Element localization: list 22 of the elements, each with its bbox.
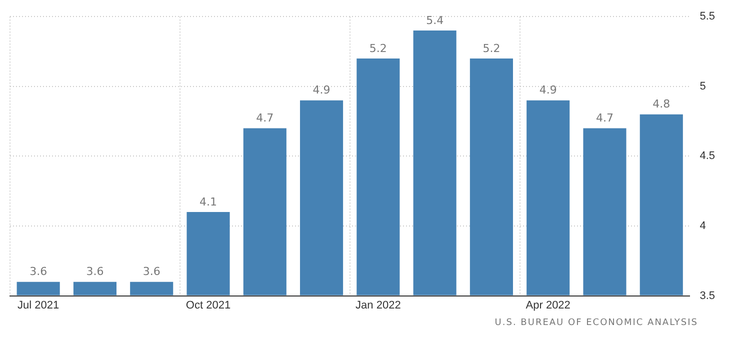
data-label: 3.6	[30, 265, 48, 278]
text: U.S. BUREAU OF ECONOMIC ANALYSIS	[494, 318, 698, 328]
y-tick-label: 5.5	[700, 10, 716, 23]
y-tick-label: 4.5	[700, 150, 716, 162]
data-label: 3.6	[86, 265, 104, 278]
x-tick-label: Jan 2022	[356, 299, 401, 312]
y-tick-label: 4	[700, 220, 706, 232]
data-label: 4.7	[256, 112, 274, 125]
data-label: 4.9	[312, 84, 330, 97]
data-label: 4.7	[596, 112, 614, 125]
data-label: 4.8	[652, 98, 670, 111]
x-tick-label: Oct 2021	[186, 299, 231, 312]
data-label: 5.2	[369, 42, 387, 55]
x-tick-label: Jul 2021	[18, 299, 60, 312]
y-tick-label: 5	[700, 80, 706, 92]
data-label: 5.2	[482, 42, 500, 55]
data-label: 5.4	[426, 14, 444, 27]
data-label: 4.9	[539, 84, 557, 97]
y-tick-label: 3.5	[700, 290, 716, 302]
data-label: 3.6	[142, 265, 160, 278]
x-tick-label: Apr 2022	[526, 299, 570, 312]
data-label: 4.1	[200, 195, 217, 208]
